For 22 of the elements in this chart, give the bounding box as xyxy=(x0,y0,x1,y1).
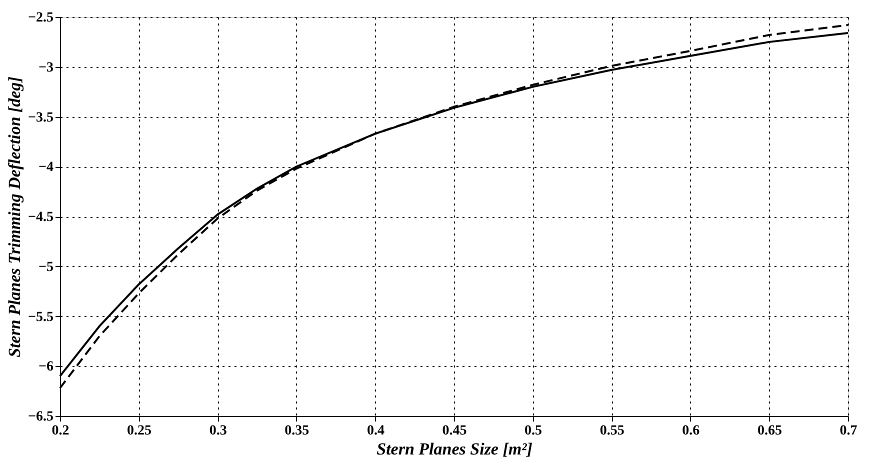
y-axis-title: Stern Planes Trimming Deflection [deg] xyxy=(5,76,24,358)
y-tick-label: −4.5 xyxy=(28,210,54,225)
y-tick-label: −6.5 xyxy=(28,410,54,424)
y-tick-label: −5.5 xyxy=(28,310,54,325)
x-tick-label: 0.25 xyxy=(127,424,152,438)
y-tick-label: −5 xyxy=(38,260,54,275)
y-tick-label: −2.5 xyxy=(28,10,54,26)
y-tick-label: −3 xyxy=(38,60,54,76)
x-tick-label: 0.6 xyxy=(682,424,700,438)
y-tick-label: −6 xyxy=(38,360,54,375)
x-tick-label: 0.4 xyxy=(366,424,384,438)
x-tick-label: 0.7 xyxy=(840,424,858,438)
x-tick-label: 0.45 xyxy=(442,424,467,438)
x-axis-title: Stern Planes Size [m²] xyxy=(376,440,533,458)
x-tick-label: 0.2 xyxy=(52,424,70,438)
y-tick-label: −4 xyxy=(38,160,54,176)
x-tick-label: 0.3 xyxy=(209,424,227,438)
x-tick-label: 0.65 xyxy=(757,424,782,438)
x-tick-label: 0.35 xyxy=(284,424,310,438)
x-tick-label: 0.5 xyxy=(524,424,542,438)
x-tick-label: 0.55 xyxy=(600,424,624,438)
y-tick-label: −3.5 xyxy=(28,110,54,126)
